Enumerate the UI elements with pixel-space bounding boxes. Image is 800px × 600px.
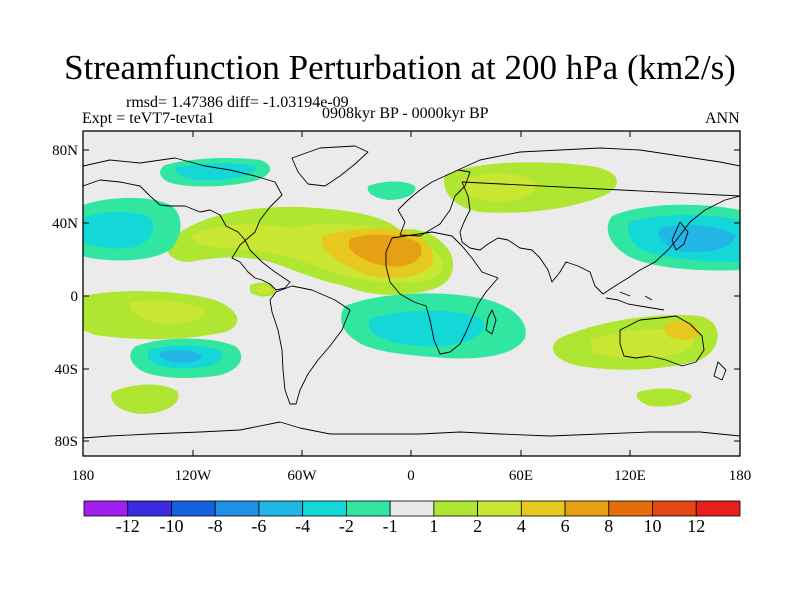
- lon-label-120w: 120W: [175, 468, 213, 484]
- colorbar-swatch: [433, 500, 479, 517]
- period-label: 0908kyr BP - 0000kyr BP: [322, 105, 489, 122]
- coast-japan: [671, 221, 689, 251]
- lat-label-80s: 80S: [55, 434, 78, 450]
- colorbar-swatch: [345, 500, 391, 517]
- anomaly-arctic-west-core: [175, 163, 256, 181]
- anomaly-north-pacific-core: [658, 225, 736, 253]
- colorbar-label: -2: [338, 516, 354, 536]
- colorbar-label: 12: [687, 516, 706, 536]
- coast-indonesia: [605, 291, 665, 311]
- anomaly-central-america-core: [256, 285, 272, 294]
- axis-ticks: [83, 131, 740, 456]
- lon-label-60e: 60E: [509, 468, 533, 484]
- colorbar-label: -8: [207, 516, 223, 536]
- coast-australia: [619, 315, 705, 367]
- colorbar-swatch: [477, 500, 522, 517]
- anomaly-australia-peak: [663, 321, 700, 340]
- coast-europe: [397, 169, 471, 237]
- anomaly-asia-core: [459, 173, 536, 202]
- colorbar-swatch: [564, 500, 610, 517]
- lon-label-120e: 120E: [614, 468, 646, 484]
- colorbar-swatch: [389, 500, 435, 517]
- coast-greenland: [291, 145, 369, 187]
- lon-label-180e: 180: [729, 468, 752, 484]
- anomaly-arctic-east: [367, 181, 416, 200]
- colorbar-swatch: [520, 500, 566, 517]
- colorbar-swatch: [127, 500, 172, 517]
- contour-fields: [83, 157, 740, 414]
- colorbar-swatch: [302, 500, 347, 517]
- anomaly-south-pacific: [111, 384, 179, 414]
- colorbar-label: -10: [159, 516, 184, 536]
- colorbar-label: 6: [560, 516, 570, 536]
- lat-label-0: 0: [71, 289, 79, 305]
- coast-asia: [457, 147, 740, 295]
- coast-new-zealand: [713, 361, 727, 381]
- colorbar-swatch: [608, 500, 653, 517]
- colorbar-swatch: [258, 500, 304, 517]
- colorbar-label: -12: [115, 516, 140, 536]
- lat-label-40s: 40S: [55, 362, 78, 378]
- coast-madagascar: [485, 309, 497, 335]
- colorbar-label: -1: [382, 516, 398, 536]
- coast-north-america: [83, 157, 291, 291]
- stats-text: rmsd= 1.47386 diff= -1.03194e-09: [126, 94, 349, 111]
- anomaly-australia-core: [590, 329, 694, 359]
- colorbar-swatch: [171, 500, 216, 517]
- colorbar-label: -6: [251, 516, 267, 536]
- lon-label-180w: 180: [72, 468, 95, 484]
- lat-label-40n: 40N: [52, 216, 78, 232]
- colorbar-swatch: [83, 500, 129, 517]
- coast-africa: [385, 231, 499, 355]
- anomaly-north-america-core: [83, 212, 154, 249]
- axis-labels: 80N 40N 0 40S 80S 180 120W 60W 0 60E 120…: [52, 143, 751, 484]
- lon-label-0: 0: [407, 468, 415, 484]
- colorbar: [83, 500, 741, 517]
- colorbar-label: -4: [295, 516, 311, 536]
- colorbar-label: 4: [516, 516, 526, 536]
- lat-label-80n: 80N: [52, 143, 78, 159]
- colorbar-swatch: [652, 500, 697, 517]
- colorbar-label: 2: [473, 516, 483, 536]
- colorbar-swatch: [695, 500, 741, 517]
- anomaly-south-pacific-west-peak: [159, 349, 202, 363]
- anomaly-eastern-pacific-core: [129, 300, 206, 324]
- anomaly-south-atlantic-core: [369, 310, 484, 347]
- map-title: Streamfunction Perturbation at 200 hPa (…: [64, 48, 736, 87]
- coast-antarctica: [83, 421, 740, 439]
- season-label: ANN: [705, 110, 740, 127]
- anomaly-southern-ocean: [636, 388, 692, 407]
- colorbar-label: 10: [643, 516, 662, 536]
- lon-label-60w: 60W: [287, 468, 317, 484]
- experiment-label: Expt = teVT7-tevta1: [82, 110, 215, 127]
- coastlines: [83, 145, 740, 439]
- colorbar-swatch: [214, 500, 260, 517]
- anomaly-africa-peak: [348, 234, 422, 267]
- coast-south-america: [269, 285, 351, 405]
- colorbar-label: 1: [429, 516, 439, 536]
- colorbar-label: 8: [604, 516, 614, 536]
